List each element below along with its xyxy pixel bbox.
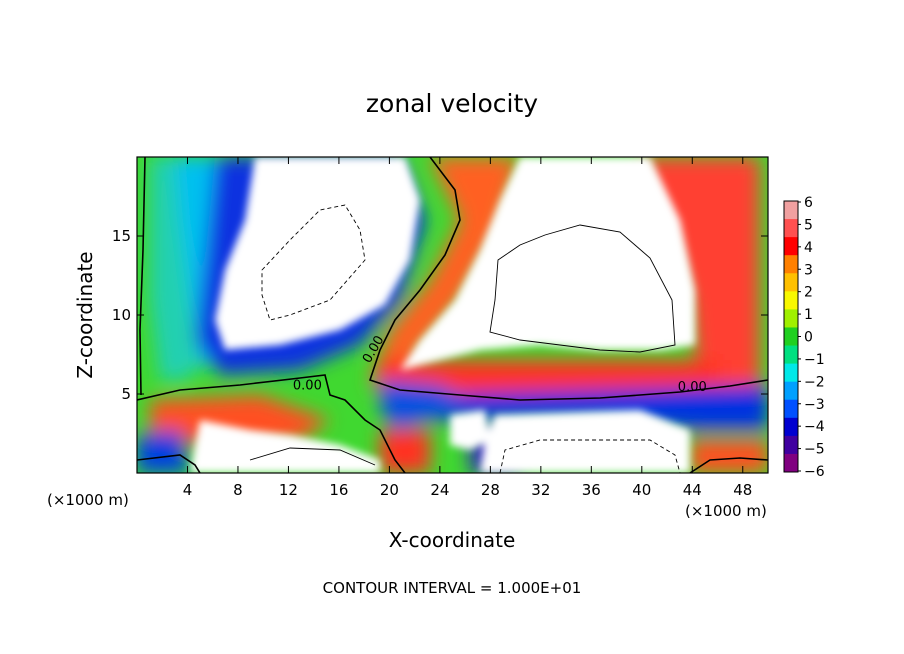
x-unit-label-right: (×1000 m) (685, 502, 767, 520)
colorbar-label: 0 (804, 330, 813, 346)
contour-labels: 0.000.000.00 (293, 333, 707, 395)
x-tick-label: 28 (481, 481, 500, 499)
colorbar-swatch (784, 219, 798, 238)
contour-interval-note: CONTOUR INTERVAL = 1.000E+01 (323, 579, 582, 597)
colorbar-swatch (784, 273, 798, 292)
colorbar-swatch (784, 417, 798, 437)
y-tick-label: 5 (121, 385, 131, 403)
x-tick-label: 48 (733, 481, 752, 499)
x-unit-label-left: (×1000 m) (47, 491, 129, 509)
x-axis-ticks: 4 8 12 16 20 24 28 32 36 40 44 48 (183, 157, 752, 499)
chart-title: zonal velocity (366, 89, 538, 118)
colorbar-swatch (784, 201, 798, 220)
colorbar-label: 6 (804, 195, 813, 211)
colorbar-swatch (784, 291, 798, 310)
colorbar-label: 4 (804, 240, 813, 256)
y-axis-label: Z-coordinate (73, 251, 97, 378)
colorbar-label: 1 (804, 307, 813, 323)
x-tick-label: 40 (632, 481, 651, 499)
x-tick-label: 12 (279, 481, 298, 499)
y-tick-label: 15 (112, 227, 131, 245)
colorbar-swatch (784, 237, 798, 256)
contour-label: 0.00 (678, 380, 707, 395)
x-tick-label: 24 (430, 481, 449, 499)
x-tick-label: 32 (531, 481, 550, 499)
colorbar-swatch (784, 309, 798, 328)
y-tick-label: 10 (112, 306, 131, 324)
colorbar-swatch (784, 345, 798, 365)
colorbar-swatch (784, 435, 798, 455)
colorbar-label: −2 (804, 374, 825, 390)
colorbar-label: 2 (804, 285, 813, 301)
contour-label: 0.00 (293, 378, 322, 393)
colorbar-label: 3 (804, 262, 813, 278)
colorbar-label: −3 (804, 397, 825, 413)
colorbar-swatch (784, 327, 798, 347)
colorbar-swatch (784, 381, 798, 401)
x-axis-label: X-coordinate (389, 528, 516, 552)
colorbar-label: −4 (804, 419, 825, 435)
x-tick-label: 16 (329, 481, 348, 499)
x-tick-label: 44 (683, 481, 702, 499)
shaded-field (137, 157, 768, 473)
colorbar: 6 5 4 3 2 1 0 −1 −2 −3 −4 −5 −6 (783, 195, 825, 480)
colorbar-label: 5 (804, 217, 813, 233)
colorbar-swatch (784, 363, 798, 383)
x-tick-label: 4 (183, 481, 193, 499)
colorbar-label: −5 (804, 442, 825, 458)
x-tick-label: 8 (233, 481, 243, 499)
colorbar-swatch (784, 399, 798, 419)
colorbar-label: −1 (804, 352, 825, 368)
x-tick-label: 36 (582, 481, 601, 499)
y-axis-ticks: 5 10 15 (112, 227, 768, 403)
x-tick-label: 20 (380, 481, 399, 499)
colorbar-swatch (784, 255, 798, 274)
colorbar-swatch (784, 453, 798, 473)
colorbar-label: −6 (804, 464, 825, 480)
